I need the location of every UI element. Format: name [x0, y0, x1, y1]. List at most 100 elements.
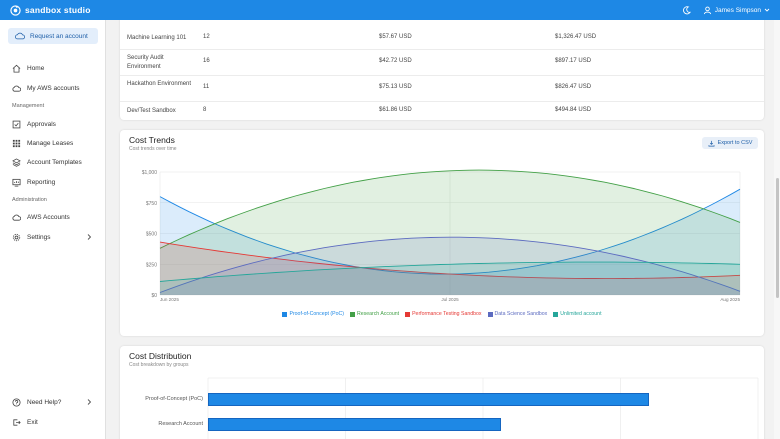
legend-item[interactable]: Data Science Sandbox [487, 311, 547, 317]
sidebar-item-label: Reporting [27, 178, 56, 186]
series-area-1 [160, 170, 740, 295]
chevron-down-icon [764, 8, 770, 12]
cell-total: $1,326.47 USD [555, 34, 597, 40]
section-administration: Administration [12, 197, 47, 203]
distribution-bar[interactable] [208, 393, 649, 406]
x-tick-label: Jul 2025 [441, 297, 459, 302]
download-icon [708, 140, 715, 146]
cell-total: $897.17 USD [555, 58, 592, 64]
sidebar-item-label: Need Help? [27, 398, 62, 406]
legend-label: Unlimited account [560, 311, 602, 317]
main-content: Machine Learning 101 12 $57.67 USD $1,32… [106, 20, 774, 439]
sidebar-item-approvals[interactable]: Approvals [0, 116, 106, 132]
legend-label: Performance Testing Sandbox [412, 311, 482, 317]
sidebar-item-exit[interactable]: Exit [0, 414, 106, 430]
sidebar-item-label: Home [27, 64, 45, 72]
sidebar-item-manage-leases[interactable]: Manage Leases [0, 135, 106, 151]
cost-trends-subtitle: Cost trends over time [129, 146, 177, 152]
y-tick-label: $1,000 [142, 170, 158, 176]
cloud-icon [12, 85, 21, 92]
moon-icon[interactable] [682, 5, 691, 15]
legend-label: Research Account [356, 311, 400, 317]
table-row[interactable]: Hackathon Environment 11 $75.13 USD $826… [120, 76, 764, 102]
series-area-2 [160, 242, 740, 295]
sidebar-item-label: AWS Accounts [27, 213, 70, 221]
cell-avg: $75.13 USD [379, 84, 412, 90]
bar-label: Research Account [158, 421, 203, 427]
sidebar-item-settings[interactable]: Settings [0, 229, 106, 245]
cloud-icon [12, 214, 21, 221]
cost-distribution-title: Cost Distribution [129, 351, 192, 361]
legend-label: Proof-of-Concept (PoC) [289, 311, 344, 317]
cell-name: Security Audit Environment [127, 55, 164, 70]
legend-swatch [282, 311, 288, 317]
cell-avg: $42.72 USD [379, 58, 412, 64]
series-line-4[interactable] [159, 261, 741, 282]
y-tick-label: $500 [146, 232, 157, 238]
y-tick-label: $250 [146, 262, 157, 268]
legend-swatch [405, 311, 411, 317]
series-line-3[interactable] [159, 236, 741, 293]
cost-table-card: Machine Learning 101 12 $57.67 USD $1,32… [120, 20, 764, 120]
layers-icon [12, 157, 21, 167]
request-account-label: Request an account [30, 32, 88, 40]
user-name: James Simpson [714, 6, 761, 14]
y-tick-label: $750 [146, 201, 157, 207]
series-area-4 [160, 262, 740, 295]
sidebar: Request an account Home My AWS accounts … [0, 20, 106, 439]
sidebar-item-aws-accounts[interactable]: AWS Accounts [0, 209, 106, 225]
series-line-1[interactable] [159, 169, 741, 249]
sidebar-item-home[interactable]: Home [0, 60, 106, 76]
cost-trends-chart: $0 $250 $500 $750 $1,000 Jun 2025 Jul 2025 Aug … [142, 169, 741, 302]
legend-swatch [349, 311, 355, 317]
legend-item[interactable]: Proof-of-Concept (PoC) [282, 311, 344, 317]
distribution-grid [207, 377, 759, 439]
series-area-0 [160, 189, 740, 295]
sidebar-item-label: Manage Leases [27, 139, 74, 147]
sidebar-item-my-aws-accounts[interactable]: My AWS accounts [0, 80, 106, 96]
section-management: Management [12, 103, 45, 109]
y-tick-label: $0 [151, 293, 157, 299]
cost-distribution-subtitle: Cost breakdown by groups [129, 362, 189, 368]
grid-icon [12, 139, 21, 147]
legend-item[interactable]: Research Account [349, 311, 400, 317]
home-icon [12, 64, 21, 73]
gear-icon [12, 233, 21, 241]
brand-logo[interactable]: sandbox studio [10, 4, 91, 16]
request-account-button[interactable]: Request an account [8, 28, 98, 44]
legend-swatch [553, 311, 559, 317]
distribution-bar[interactable] [208, 418, 501, 431]
cell-count: 16 [203, 58, 210, 64]
cost-trends-card: Cost Trends Cost trends over time Export… [120, 130, 764, 336]
chevron-right-icon [87, 234, 92, 240]
cell-name: Hackathon Environment [127, 81, 192, 87]
legend-item[interactable]: Performance Testing Sandbox [405, 311, 482, 317]
sidebar-item-label: Account Templates [27, 158, 82, 166]
report-icon [12, 178, 21, 187]
scrollbar-thumb[interactable] [775, 178, 779, 298]
cell-name: Machine Learning 101 [127, 35, 187, 41]
chart-legend: Proof-of-Concept (PoC) Research Account Pe… [120, 311, 764, 317]
sidebar-item-account-templates[interactable]: Account Templates [0, 154, 106, 170]
sidebar-item-label: My AWS accounts [27, 84, 80, 92]
cell-total: $826.47 USD [555, 84, 592, 90]
chevron-right-icon [87, 399, 92, 405]
brand-icon [10, 4, 21, 16]
user-menu[interactable]: James Simpson [703, 6, 770, 15]
series-line-2[interactable] [159, 241, 741, 280]
sidebar-item-reporting[interactable]: Reporting [0, 174, 106, 190]
table-row[interactable]: Dev/Test Sandbox 8 $61.86 USD $494.84 US… [120, 102, 764, 120]
legend-item[interactable]: Unlimited account [553, 311, 602, 317]
sidebar-item-label: Approvals [27, 120, 56, 128]
sidebar-item-need-help[interactable]: Need Help? [0, 394, 106, 410]
page-scrollbar[interactable] [774, 20, 780, 439]
x-tick-label: Jun 2025 [160, 297, 179, 302]
export-csv-button[interactable]: Export to CSV [702, 137, 758, 149]
user-icon [703, 6, 711, 14]
table-row[interactable]: Security Audit Environment 16 $42.72 USD… [120, 50, 764, 76]
table-row[interactable]: Machine Learning 101 12 $57.67 USD $1,32… [120, 28, 764, 50]
checkbox-icon [12, 120, 21, 128]
top-bar: sandbox studio James Simpson [0, 0, 780, 20]
sidebar-item-label: Settings [27, 233, 51, 241]
cell-avg: $61.86 USD [379, 107, 412, 113]
